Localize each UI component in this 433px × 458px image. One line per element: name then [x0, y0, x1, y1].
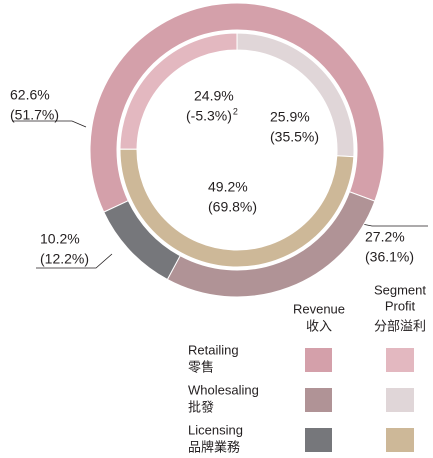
prior-value-label: (36.1%) — [365, 249, 414, 265]
value-label: 10.2% — [40, 231, 80, 247]
legend-swatch — [305, 348, 332, 372]
prior-value-label: (69.8%) — [208, 199, 257, 215]
legend-swatch — [386, 348, 414, 372]
value-label: 49.2% — [208, 179, 248, 195]
legend-header: 分部溢利 — [374, 318, 426, 333]
prior-value-label: (12.2%) — [40, 251, 89, 267]
prior-value-label: (35.5%) — [270, 129, 319, 145]
donut-segment — [119, 148, 355, 268]
legend-header: Revenue — [293, 301, 345, 316]
donut-segment — [89, 2, 385, 213]
footnote-mark: 2 — [233, 106, 238, 116]
legend-label: Retailing — [188, 342, 239, 357]
value-label: 24.9% — [194, 88, 234, 104]
legend-label: 批發 — [188, 399, 214, 414]
legend-label: 零售 — [188, 359, 214, 374]
legend-swatch — [386, 388, 414, 412]
value-label: 27.2% — [365, 229, 405, 245]
legend-swatch — [305, 388, 332, 412]
prior-value-label: (51.7%) — [10, 107, 59, 123]
legend-header: Profit — [385, 298, 416, 313]
legend-label: Licensing — [188, 422, 243, 437]
legend-header: 收入 — [306, 318, 332, 333]
prior-value-label: (-5.3%) — [186, 108, 232, 124]
leader-line — [36, 253, 113, 269]
donut-segment — [103, 200, 181, 281]
legend-swatch — [386, 428, 414, 452]
leader-line — [12, 120, 87, 128]
legend-header: Segment — [374, 282, 426, 297]
legend-label: 品牌業務 — [188, 439, 240, 454]
legend-label: Wholesaling — [188, 382, 259, 397]
value-label: 62.6% — [10, 87, 50, 103]
value-label: 25.9% — [270, 109, 310, 125]
legend-swatch — [305, 428, 332, 452]
